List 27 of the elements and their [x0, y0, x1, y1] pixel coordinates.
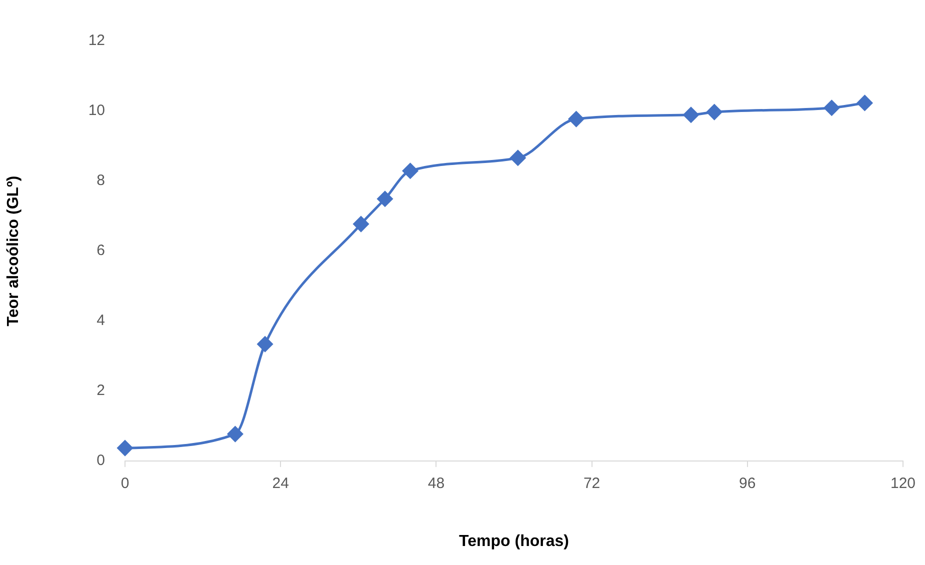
y-axis-title: Teor alcoólico (GLº)	[5, 176, 22, 326]
point	[568, 111, 584, 127]
y-tick-label: 6	[96, 242, 105, 260]
y-tick-label: 12	[88, 32, 105, 50]
point	[857, 95, 872, 111]
x-tick-label: 72	[583, 475, 600, 492]
point	[227, 426, 243, 442]
y-tick-label: 0	[96, 452, 105, 470]
point	[257, 336, 273, 352]
point	[824, 100, 840, 116]
x-tick-label: 96	[739, 475, 756, 492]
x-tick-label: 0	[120, 475, 130, 492]
point	[683, 107, 699, 123]
y-tick-label: 2	[96, 382, 105, 400]
x-tick-label: 48	[428, 475, 445, 492]
point	[402, 163, 418, 179]
point	[117, 440, 133, 456]
y-tick-label: 8	[96, 172, 105, 190]
x-tick-label: 24	[272, 475, 289, 492]
y-tick-label: 10	[88, 102, 105, 120]
x-axis-title: Tempo (horas)	[459, 532, 569, 550]
point	[353, 216, 369, 232]
point	[377, 191, 393, 207]
x-tick-label: 120	[890, 475, 916, 492]
point	[706, 104, 722, 120]
point	[510, 150, 526, 166]
y-tick-label: 4	[96, 312, 105, 330]
